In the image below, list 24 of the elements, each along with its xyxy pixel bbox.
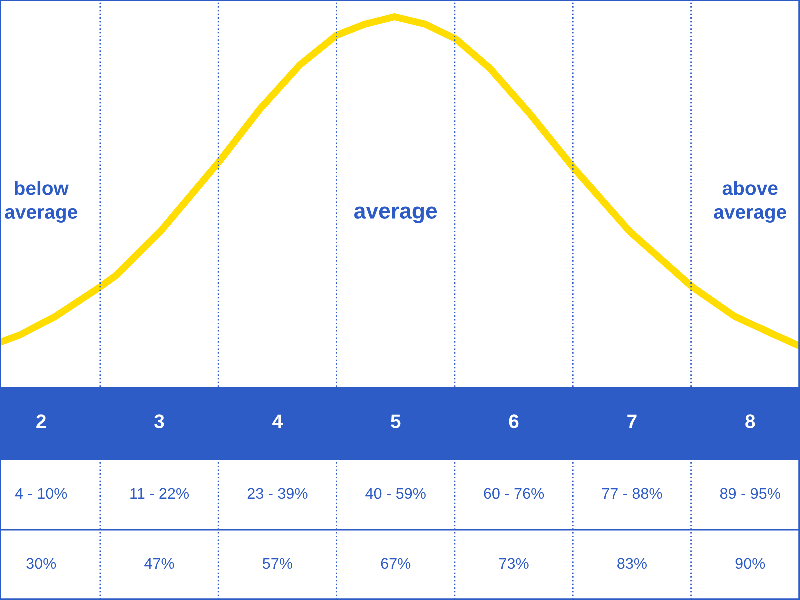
x-tick-label: 5	[391, 414, 401, 428]
text: 47%	[144, 558, 174, 570]
x-tick-label: 6	[509, 414, 519, 428]
x-tick-label: 3	[154, 414, 164, 428]
x-tick-label: 2	[36, 414, 46, 428]
text: 57%	[263, 558, 292, 570]
text: 90%	[736, 558, 766, 570]
text: 60 - 76%	[484, 488, 544, 500]
text: 30%	[26, 558, 56, 570]
text: 73%	[500, 558, 529, 570]
text: 83%	[618, 558, 647, 570]
text: 4 - 10%	[15, 488, 68, 500]
x-tick-label: 8	[746, 414, 756, 428]
annotation: below average	[5, 181, 78, 223]
text: 77 - 88%	[602, 488, 662, 500]
x-tick-label: 4	[272, 414, 283, 428]
text: 23 - 39%	[248, 488, 308, 500]
text: 11 - 22%	[130, 488, 189, 500]
text: 40 - 59%	[366, 488, 426, 500]
text: 67%	[381, 558, 411, 570]
annotation: average	[354, 206, 438, 224]
text: 89 - 95%	[720, 488, 780, 500]
x-tick-label: 7	[628, 414, 637, 428]
annotation: above average	[714, 181, 786, 223]
